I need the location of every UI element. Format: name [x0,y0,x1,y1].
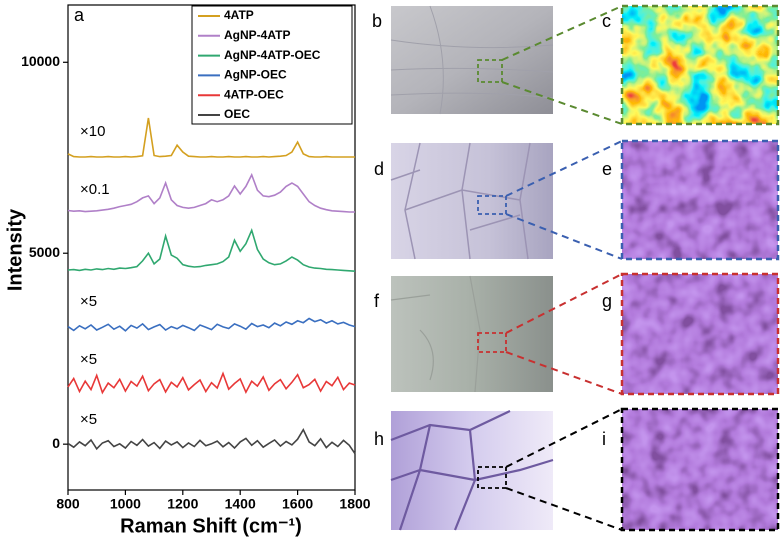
map-e [620,139,780,261]
x-axis-label: Raman Shift (cm⁻¹) [120,515,302,537]
micrograph-f [390,275,553,393]
spectrum-line [67,172,355,213]
panel-label: c [602,11,611,31]
legend-label: AgNP-4ATP [224,28,290,42]
annotation: ×5 [80,411,97,428]
plot-frame [67,4,356,491]
spectrum-line [67,371,356,395]
micrograph-d [390,142,553,260]
annotation: ×5 [80,293,97,310]
y-axis-label: Intensity [4,208,26,291]
y-tick-label: 0 [52,435,60,451]
map-g [620,272,780,396]
legend-label: AgNP-4ATP-OEC [224,48,321,62]
spectrum-line [67,317,356,332]
panel-label: d [374,159,384,179]
x-tick-label: 1600 [282,496,313,512]
annotation: ×0.1 [80,181,110,198]
annotation: ×10 [80,123,105,140]
panel-label: i [602,429,606,449]
zoom-lines-i [505,408,623,531]
panel-label: a [74,5,85,25]
panel-label: e [602,159,612,179]
x-tick-label: 1400 [225,496,256,512]
zoom-lines-c [501,5,623,125]
panel-label: f [374,291,380,311]
legend-label: 4ATP [224,8,254,22]
spectrum-line [67,428,356,455]
x-tick-label: 800 [56,496,80,512]
legend-label: 4ATP-OEC [224,87,284,101]
x-tick-label: 1200 [167,496,198,512]
spectrum-line [67,227,356,272]
micrograph-h [390,410,554,531]
zoom-lines-g [505,273,623,395]
x-tick-label: 1000 [110,496,141,512]
spectrum-line [67,117,355,158]
x-tick-label: 1800 [339,496,370,512]
y-tick-label: 5000 [29,244,60,260]
legend-box [191,5,353,125]
legend-label: OEC [224,107,250,121]
legend-label: AgNP-OEC [224,68,287,82]
panel-label: g [602,291,612,311]
map-i [620,407,780,532]
zoom-lines-e [505,140,623,260]
y-tick-label: 10000 [21,53,60,69]
heatmap-c [620,4,780,126]
panel-label: h [374,429,384,449]
annotation: ×5 [80,351,97,368]
panel-label: b [372,11,382,31]
micrograph-b [390,5,554,115]
